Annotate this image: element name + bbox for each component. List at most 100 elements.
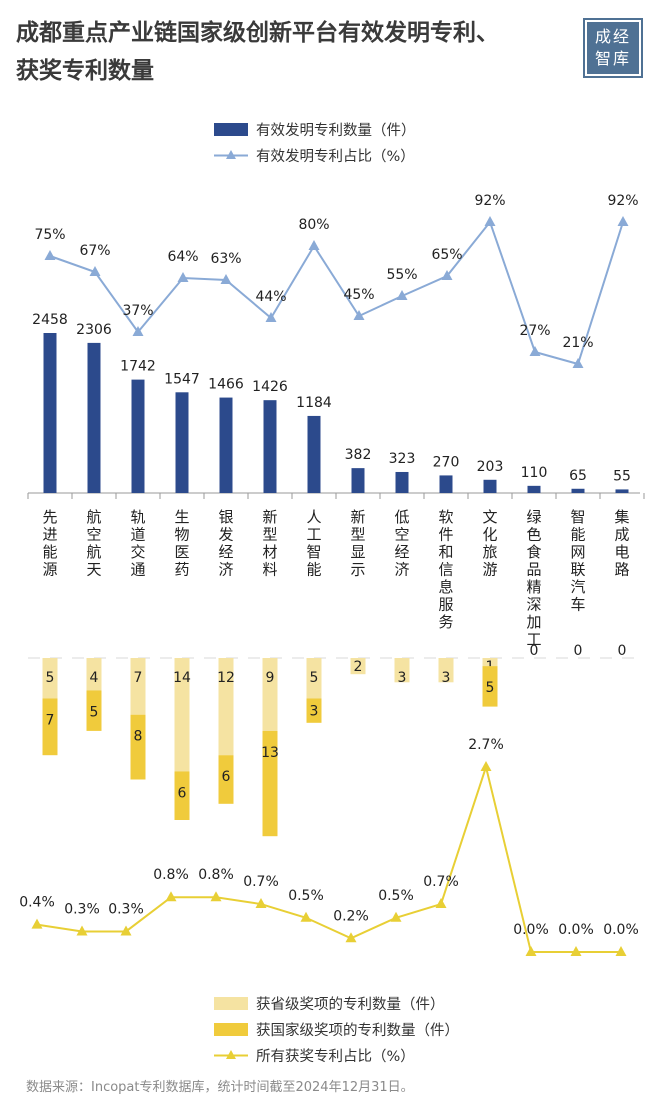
category-label: 集成电路 xyxy=(614,508,629,579)
legend-swatch-line xyxy=(214,149,248,159)
line-patent-share xyxy=(49,219,624,366)
bar-value-label: 55 xyxy=(613,468,631,484)
award-share-label: 0.5% xyxy=(288,888,324,904)
share-value-label: 37% xyxy=(122,303,153,319)
bar-value-label: 382 xyxy=(345,447,372,463)
national-value-label: 5 xyxy=(90,704,99,720)
point-award-share xyxy=(165,891,177,902)
bar-patent-count xyxy=(307,415,321,493)
bar-patent-count xyxy=(43,333,57,493)
category-label: 人工智能 xyxy=(306,508,321,579)
bar-provincial-award xyxy=(350,658,366,675)
share-value-label: 45% xyxy=(343,287,374,303)
bar-provincial-award xyxy=(482,658,498,667)
bar-national-award xyxy=(482,666,498,707)
point-award-share xyxy=(480,761,492,772)
share-value-label: 92% xyxy=(474,193,505,209)
zero-value-label: 0 xyxy=(618,643,627,659)
bar-provincial-award xyxy=(174,658,190,772)
bar-value-label: 1742 xyxy=(120,359,156,375)
legend-label: 获国家级奖项的专利数量（件） xyxy=(256,1022,459,1039)
brand-logo-text: 成经智库 xyxy=(594,27,631,68)
share-value-label: 67% xyxy=(79,243,110,259)
legend-swatch-provincial xyxy=(214,996,248,1010)
bar-value-label: 323 xyxy=(389,451,416,467)
share-value-label: 55% xyxy=(386,267,417,283)
point-award-share xyxy=(210,891,222,902)
provincial-value-label: 7 xyxy=(134,670,143,686)
category-label: 新型材料 xyxy=(262,508,277,579)
legend-label: 有效发明专利数量（件） xyxy=(256,122,416,139)
point-patent-share xyxy=(177,272,189,282)
legend-item-national: 获国家级奖项的专利数量（件） xyxy=(214,1018,459,1040)
point-award-share xyxy=(300,911,312,922)
category-label: 银发经济 xyxy=(218,508,233,579)
award-share-label: 2.7% xyxy=(468,737,504,753)
bar-provincial-award xyxy=(86,658,102,691)
bar-value-label: 270 xyxy=(433,454,460,470)
point-patent-share xyxy=(265,312,277,322)
bar-provincial-award xyxy=(130,658,146,715)
share-value-label: 65% xyxy=(431,247,462,263)
provincial-value-label: 3 xyxy=(442,670,451,686)
bar-patent-count xyxy=(263,400,277,493)
bar-patent-count xyxy=(131,379,145,493)
bar-provincial-award xyxy=(438,658,454,683)
bar-national-award xyxy=(174,771,190,820)
provincial-value-label: 3 xyxy=(398,670,407,686)
legend-swatch-national xyxy=(214,1022,248,1036)
point-award-share xyxy=(255,898,267,909)
legend-item-patent-count: 有效发明专利数量（件） xyxy=(214,118,416,140)
chart-title-line-1: 成都重点产业链国家级创新平台有效发明专利、 xyxy=(16,20,499,46)
point-award-share xyxy=(390,911,402,922)
share-value-label: 92% xyxy=(607,193,638,209)
award-share-label: 0.4% xyxy=(19,895,55,911)
bar-value-label: 1184 xyxy=(296,395,332,411)
legend-swatch-bar xyxy=(214,122,248,136)
bar-provincial-award xyxy=(218,658,234,756)
bar-patent-count xyxy=(439,475,453,493)
share-value-label: 63% xyxy=(210,251,241,267)
provincial-value-label: 2 xyxy=(354,659,363,675)
share-value-label: 44% xyxy=(255,289,286,305)
category-label: 航空航天 xyxy=(86,508,101,579)
provincial-value-label: 1 xyxy=(486,659,495,675)
share-value-label: 80% xyxy=(298,217,329,233)
category-label: 新型显示 xyxy=(350,508,365,579)
provincial-value-label: 14 xyxy=(173,670,191,686)
point-patent-share xyxy=(572,358,584,368)
national-value-label: 8 xyxy=(134,729,143,745)
national-value-label: 6 xyxy=(178,785,187,801)
line-award-share xyxy=(36,763,621,953)
point-award-share xyxy=(76,925,88,936)
category-label: 文化旅游 xyxy=(482,508,497,579)
point-award-share xyxy=(345,932,357,943)
share-value-label: 27% xyxy=(519,323,550,339)
national-value-label: 7 xyxy=(46,713,55,729)
award-share-label: 0.0% xyxy=(603,922,639,938)
bar-patent-count xyxy=(87,342,101,493)
legend-label: 有效发明专利占比（%） xyxy=(256,148,415,165)
point-patent-share xyxy=(44,250,56,260)
share-value-label: 21% xyxy=(562,335,593,351)
bar-national-award xyxy=(218,755,234,804)
bar-patent-count xyxy=(351,468,365,493)
point-patent-share xyxy=(484,216,496,226)
bar-patent-count xyxy=(395,471,409,493)
bar-value-label: 2306 xyxy=(76,322,112,338)
point-award-share xyxy=(570,946,582,956)
bar-value-label: 110 xyxy=(521,465,548,481)
point-patent-share xyxy=(220,274,232,284)
share-value-label: 75% xyxy=(34,227,65,243)
award-share-label: 0.7% xyxy=(423,874,459,890)
category-label: 生物医药 xyxy=(174,508,189,579)
award-share-label: 0.2% xyxy=(333,908,369,924)
bar-provincial-award xyxy=(306,658,322,699)
category-label: 绿色食品精深加工 xyxy=(526,508,541,649)
award-share-label: 0.8% xyxy=(153,867,189,883)
bar-patent-count xyxy=(615,489,629,493)
award-share-label: 0.0% xyxy=(558,922,594,938)
point-patent-share xyxy=(308,240,320,250)
point-patent-share xyxy=(353,310,365,320)
